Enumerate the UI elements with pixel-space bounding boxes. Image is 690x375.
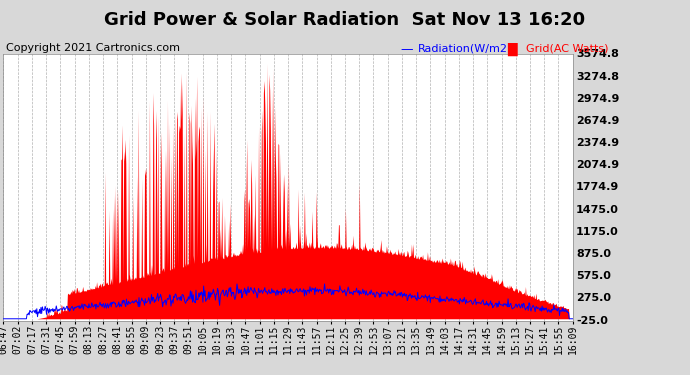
Text: 2074.9: 2074.9 xyxy=(576,160,620,170)
Text: Grid(AC Watts): Grid(AC Watts) xyxy=(526,43,609,53)
Text: 2974.9: 2974.9 xyxy=(576,94,620,104)
Text: 3274.8: 3274.8 xyxy=(576,72,619,82)
Text: 575.0: 575.0 xyxy=(576,271,611,281)
Text: Copyright 2021 Cartronics.com: Copyright 2021 Cartronics.com xyxy=(6,43,179,53)
Text: -25.0: -25.0 xyxy=(576,316,608,326)
Text: —: — xyxy=(400,43,413,56)
Text: 1475.0: 1475.0 xyxy=(576,205,619,214)
Text: Grid Power & Solar Radiation  Sat Nov 13 16:20: Grid Power & Solar Radiation Sat Nov 13 … xyxy=(104,11,586,29)
Text: 3574.8: 3574.8 xyxy=(576,50,619,59)
Text: 2674.9: 2674.9 xyxy=(576,116,620,126)
Text: 275.0: 275.0 xyxy=(576,293,611,303)
Text: 1175.0: 1175.0 xyxy=(576,227,619,237)
Text: █: █ xyxy=(507,43,517,56)
Text: Radiation(W/m2): Radiation(W/m2) xyxy=(417,43,512,53)
Text: 875.0: 875.0 xyxy=(576,249,611,259)
Text: 2374.9: 2374.9 xyxy=(576,138,620,148)
Text: 1774.9: 1774.9 xyxy=(576,183,620,192)
